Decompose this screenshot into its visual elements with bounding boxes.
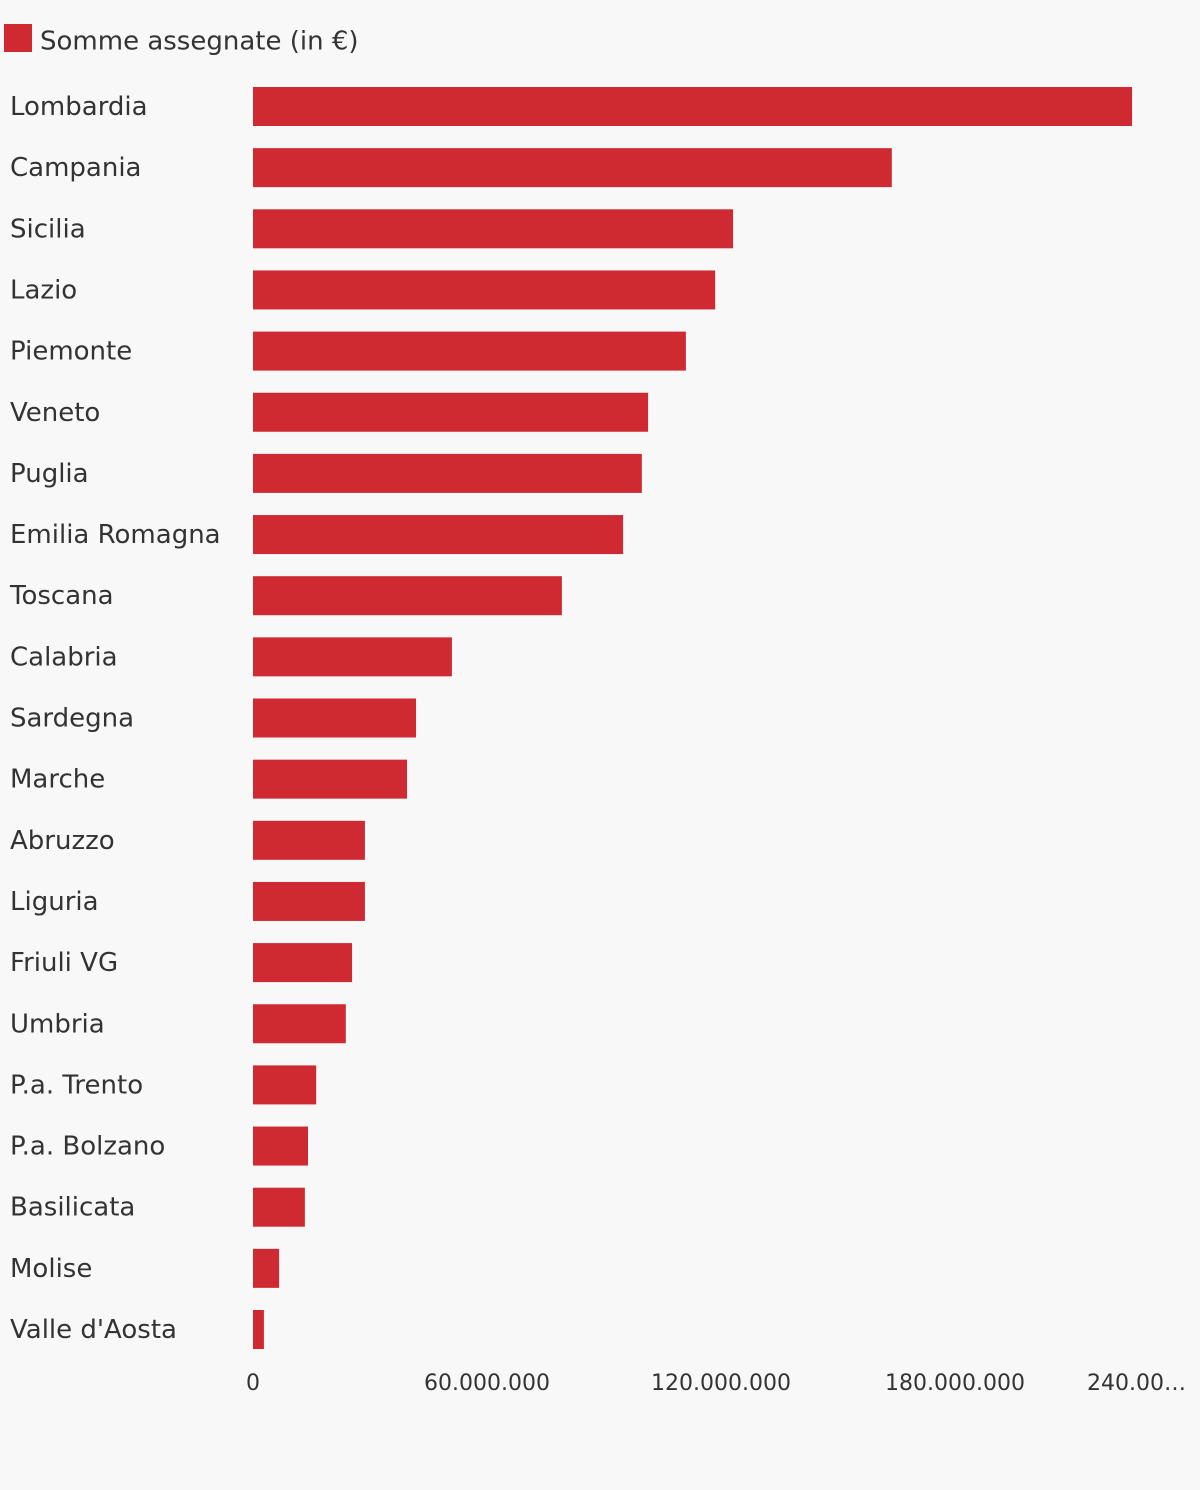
bar: [253, 209, 734, 249]
y-tick-label: Marche: [10, 765, 105, 795]
y-tick-label: P.a. Trento: [10, 1070, 143, 1100]
bar: [253, 1248, 280, 1288]
legend-swatch: [4, 24, 32, 52]
bar: [253, 1004, 346, 1044]
bar: [253, 759, 408, 799]
bar: [253, 1310, 264, 1349]
y-tick-label: Liguria: [10, 887, 99, 917]
y-tick-label: Sicilia: [10, 214, 86, 244]
bar: [253, 453, 642, 493]
y-tick-label: Emilia Romagna: [10, 520, 221, 550]
bar: [253, 881, 365, 921]
y-tick-label: Friuli VG: [10, 948, 118, 978]
y-tick-label: Lazio: [10, 275, 77, 305]
bar: [253, 698, 417, 738]
y-tick-label: Toscana: [9, 581, 114, 611]
bar: [253, 87, 1133, 126]
bar: [253, 943, 353, 983]
bar: [253, 1126, 308, 1166]
bar: [253, 576, 562, 616]
bar: [253, 1187, 305, 1227]
bar: [253, 270, 716, 310]
y-tick-label: Umbria: [10, 1009, 105, 1039]
y-tick-label: Calabria: [10, 642, 118, 672]
x-tick-label: 180.000.000: [885, 1371, 1025, 1396]
y-tick-label: P.a. Bolzano: [10, 1132, 165, 1162]
bar: [253, 637, 452, 677]
bar: [253, 331, 686, 371]
bar: [253, 392, 649, 432]
x-tick-label: 60.000.000: [424, 1371, 550, 1396]
y-tick-label: Piemonte: [10, 337, 132, 367]
y-tick-label: Abruzzo: [10, 826, 115, 856]
bar: [253, 148, 892, 188]
y-tick-label: Molise: [10, 1254, 92, 1284]
bar: [253, 820, 365, 860]
y-tick-label: Campania: [10, 153, 142, 183]
bar: [253, 1065, 317, 1105]
bar: [253, 515, 624, 555]
x-tick-label: 120.000.000: [651, 1371, 791, 1396]
y-tick-label: Puglia: [10, 459, 89, 489]
x-tick-label: 0: [246, 1371, 260, 1396]
y-tick-label: Veneto: [10, 398, 100, 428]
y-tick-label: Basilicata: [10, 1193, 135, 1223]
y-tick-label: Lombardia: [10, 92, 148, 122]
y-tick-label: Valle d'Aosta: [10, 1315, 177, 1345]
x-tick-label: 240.00…: [1087, 1371, 1186, 1396]
y-tick-label: Sardegna: [10, 704, 134, 734]
legend-label: Somme assegnate (in €): [40, 27, 359, 57]
